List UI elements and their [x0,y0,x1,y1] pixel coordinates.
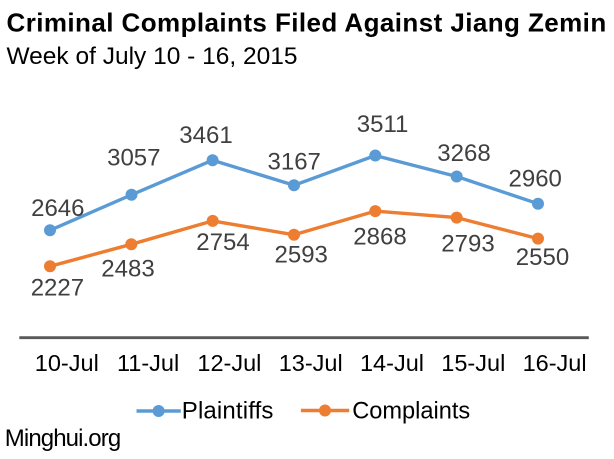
svg-text:Plaintiffs: Plaintiffs [182,397,274,424]
svg-text:2593: 2593 [275,242,328,269]
svg-text:16-Jul: 16-Jul [523,350,587,376]
svg-text:2793: 2793 [441,231,494,258]
svg-text:10-Jul: 10-Jul [35,350,99,376]
svg-text:15-Jul: 15-Jul [441,350,505,376]
svg-text:Criminal Complaints Filed Agai: Criminal Complaints Filed Against Jiang … [7,7,607,37]
svg-text:3268: 3268 [437,140,490,167]
svg-text:3511: 3511 [357,111,409,138]
svg-text:12-Jul: 12-Jul [197,350,261,376]
svg-text:14-Jul: 14-Jul [360,350,424,376]
svg-text:2483: 2483 [101,255,154,282]
svg-text:3167: 3167 [268,148,321,175]
svg-text:Minghui.org: Minghui.org [5,425,121,452]
svg-text:Complaints: Complaints [352,398,470,424]
svg-text:3057: 3057 [107,145,160,172]
svg-text:2754: 2754 [196,229,249,256]
svg-text:2868: 2868 [353,223,406,250]
svg-text:Week of July 10 - 16, 2015: Week of July 10 - 16, 2015 [7,43,298,70]
svg-text:11-Jul: 11-Jul [117,350,179,376]
svg-text:2227: 2227 [31,275,84,302]
svg-text:2550: 2550 [516,244,569,271]
svg-text:2646: 2646 [31,195,84,222]
svg-text:2960: 2960 [509,165,562,192]
svg-text:3461: 3461 [179,122,232,149]
svg-text:13-Jul: 13-Jul [279,350,343,376]
